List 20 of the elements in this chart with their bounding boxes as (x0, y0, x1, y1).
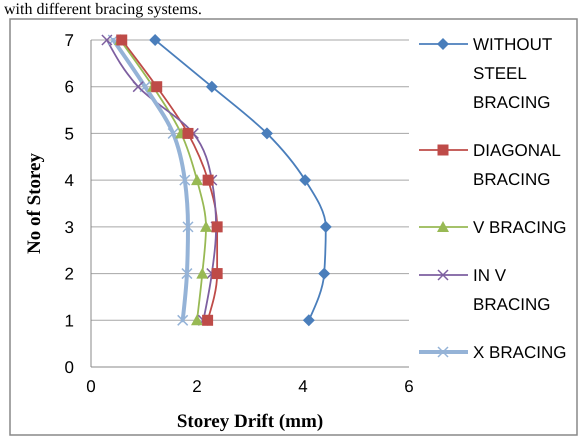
y-tick-label: 5 (64, 124, 74, 144)
y-tick-label: 0 (64, 358, 74, 377)
x-tick-label: 6 (404, 377, 414, 396)
y-tick-label: 4 (64, 171, 74, 190)
x-tick-label: 2 (192, 377, 202, 396)
y-tick-label: 6 (64, 78, 74, 97)
y-tick-label: 1 (64, 311, 74, 330)
legend-label: WITHOUT STEEL BRACING (473, 35, 552, 112)
text: with different bracing systems. (4, 1, 202, 18)
y-tick-label: 2 (64, 264, 74, 284)
legend-label: X BRACING (473, 343, 567, 362)
x-tick-label: 0 (86, 377, 96, 396)
y-tick-label: 7 (64, 31, 74, 50)
y-axis-title: No of Storey (24, 152, 45, 254)
legend-label: IN V BRACING (473, 266, 550, 314)
x-axis-title: Storey Drift (mm) (176, 411, 324, 432)
y-tick-label: 3 (64, 218, 74, 237)
legend-label: DIAGONAL BRACING (473, 141, 561, 189)
x-tick-label: 4 (298, 377, 308, 396)
legend-label: V BRACING (473, 218, 567, 237)
